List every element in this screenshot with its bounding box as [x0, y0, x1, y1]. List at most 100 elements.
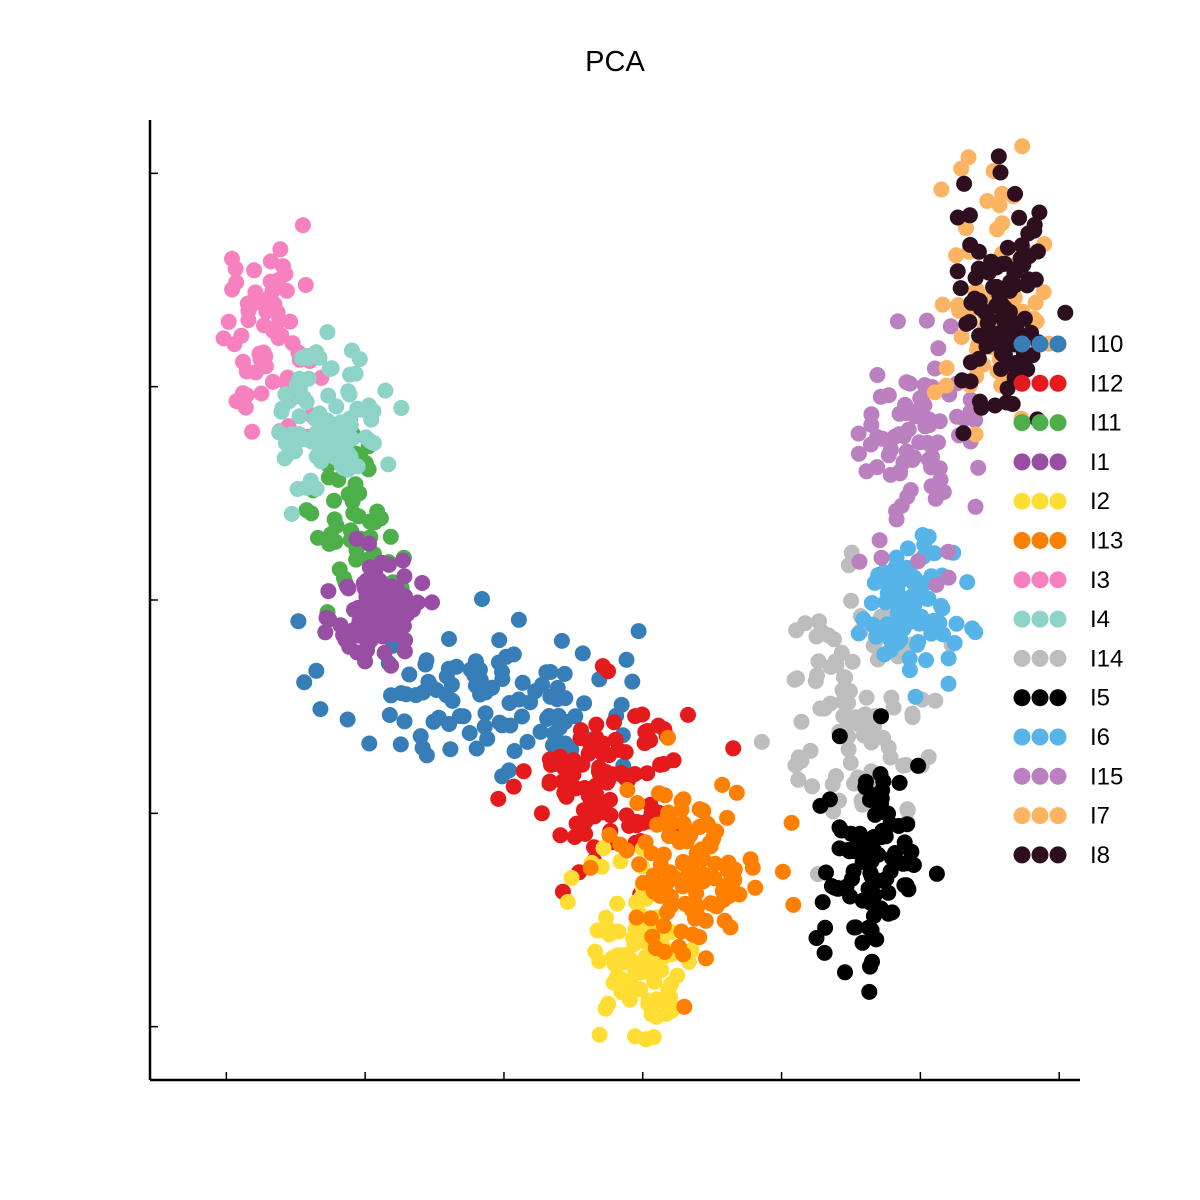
- point-I2: [587, 943, 604, 960]
- point-I10: [551, 719, 568, 736]
- point-I1: [371, 576, 387, 593]
- legend-marker: [1013, 649, 1031, 667]
- point-I5: [870, 872, 887, 889]
- legend-marker: [1013, 689, 1031, 707]
- legend-marker: [1049, 610, 1067, 628]
- point-I1: [340, 580, 357, 597]
- point-I4: [356, 401, 373, 418]
- point-I12: [505, 778, 522, 795]
- point-I8: [990, 148, 1007, 165]
- point-I15: [902, 482, 919, 498]
- point-I13: [708, 898, 725, 915]
- point-I15: [970, 459, 987, 476]
- point-I2: [610, 923, 627, 940]
- point-I6: [882, 641, 899, 658]
- point-I1: [396, 643, 413, 660]
- point-I10: [514, 674, 531, 691]
- point-I5: [842, 888, 859, 905]
- point-I5: [891, 774, 908, 791]
- legend-item-I13: I13: [1013, 528, 1123, 555]
- point-I10: [392, 736, 409, 753]
- point-I5: [900, 881, 917, 898]
- point-I10: [414, 739, 431, 756]
- point-I15: [910, 553, 927, 570]
- point-I2: [638, 1031, 654, 1048]
- point-I15: [873, 549, 890, 566]
- point-I4: [295, 431, 312, 448]
- point-I10: [613, 696, 630, 713]
- point-I12: [565, 752, 582, 769]
- legend-item-I4: I4: [1013, 606, 1110, 633]
- point-I14: [804, 778, 821, 795]
- point-I14: [834, 693, 851, 710]
- point-I14: [793, 713, 810, 730]
- point-I12: [587, 778, 604, 794]
- point-I14: [833, 644, 850, 661]
- point-I13: [691, 801, 708, 818]
- point-I7: [938, 360, 955, 376]
- point-I5: [814, 894, 831, 911]
- point-I6: [850, 625, 867, 642]
- legend-item-I14: I14: [1013, 645, 1123, 672]
- point-I6: [946, 635, 963, 651]
- point-I6: [900, 540, 916, 557]
- point-I4: [273, 403, 290, 420]
- legend-item-I10: I10: [1013, 331, 1123, 358]
- point-I13: [742, 851, 759, 868]
- point-I8: [1015, 256, 1032, 273]
- point-I4: [319, 324, 336, 341]
- point-I5: [896, 834, 913, 851]
- point-I4: [298, 347, 315, 364]
- series-I6: [850, 527, 984, 705]
- point-I12: [626, 766, 643, 782]
- point-I15: [931, 413, 948, 430]
- point-I8: [1004, 396, 1021, 412]
- point-I1: [318, 609, 335, 626]
- point-I10: [556, 665, 573, 682]
- point-I1: [371, 624, 388, 641]
- point-I10: [308, 662, 325, 679]
- point-I6: [918, 652, 934, 669]
- point-I5: [847, 919, 864, 936]
- point-I13: [714, 776, 731, 793]
- legend-item-I2: I2: [1013, 488, 1110, 515]
- point-I8: [971, 393, 988, 410]
- point-I14: [828, 768, 844, 784]
- point-I5: [905, 857, 922, 873]
- point-I5: [890, 818, 907, 834]
- point-I14: [753, 733, 770, 750]
- point-I6: [863, 595, 880, 611]
- point-I12: [552, 827, 569, 844]
- point-I8: [999, 239, 1016, 256]
- point-I5: [873, 708, 889, 725]
- point-I11: [366, 514, 383, 531]
- point-I3: [262, 253, 279, 270]
- point-I11: [382, 528, 399, 545]
- point-I12: [541, 773, 558, 790]
- point-I14: [837, 669, 854, 686]
- point-I10: [442, 741, 459, 758]
- point-I14: [810, 653, 827, 670]
- point-I2: [644, 997, 660, 1014]
- point-I1: [370, 605, 387, 622]
- point-I8: [992, 164, 1009, 181]
- point-I12: [560, 771, 577, 788]
- point-I15: [926, 360, 943, 377]
- point-I3: [278, 282, 295, 299]
- point-I3: [224, 250, 240, 267]
- point-I15: [863, 406, 880, 423]
- point-I13: [659, 904, 676, 921]
- legend-label: I14: [1090, 645, 1123, 672]
- legend: I10 I12 I11 I1 I2 I13 I3 I4 I14 I5 I6 I15 I7 I8: [1013, 331, 1123, 869]
- point-I13: [660, 804, 677, 821]
- series-I5: [808, 708, 945, 1000]
- point-I1: [380, 556, 397, 573]
- point-I14: [863, 734, 880, 751]
- point-I8: [1020, 271, 1037, 288]
- legend-marker: [1013, 571, 1031, 589]
- point-I6: [948, 615, 965, 632]
- point-I15: [928, 576, 945, 593]
- point-I14: [809, 667, 825, 684]
- point-I12: [628, 813, 645, 830]
